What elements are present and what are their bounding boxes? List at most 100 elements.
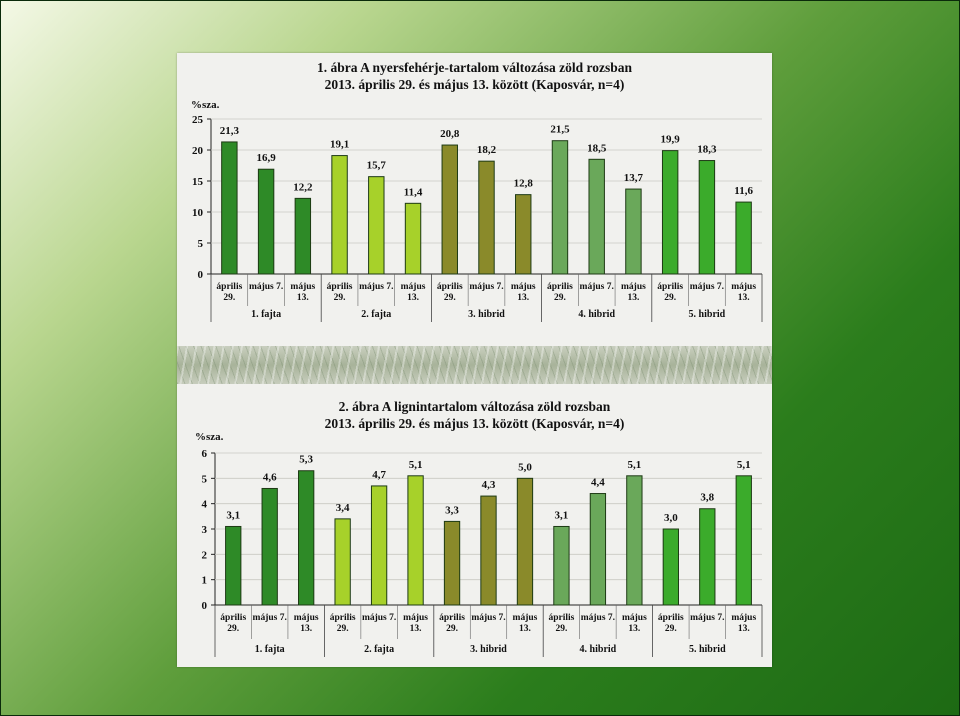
group-label: 1. fajta bbox=[251, 309, 281, 320]
x-tick-label: április bbox=[657, 282, 683, 292]
data-label: 4,4 bbox=[591, 477, 605, 489]
data-label: 15,7 bbox=[367, 160, 387, 172]
x-tick-label: 29. bbox=[664, 293, 676, 303]
data-label: 5,3 bbox=[299, 454, 313, 466]
bar bbox=[404, 202, 422, 275]
bar bbox=[221, 141, 238, 275]
x-tick-label: május 7. bbox=[249, 282, 283, 292]
x-tick-label: 29. bbox=[554, 293, 566, 303]
x-tick-label: május 7. bbox=[690, 613, 724, 623]
x-tick-label: május bbox=[290, 282, 315, 292]
data-label: 21,3 bbox=[220, 125, 240, 137]
x-tick-label: 13. bbox=[407, 293, 419, 303]
data-label: 12,8 bbox=[514, 178, 534, 190]
data-label: 5,1 bbox=[409, 459, 423, 471]
group-label: 2. fajta bbox=[361, 309, 391, 320]
data-label: 18,5 bbox=[587, 142, 607, 154]
x-tick-label: május 7. bbox=[362, 613, 396, 623]
group-label: 4. hibrid bbox=[580, 644, 617, 655]
x-tick-label: május 7. bbox=[580, 282, 614, 292]
group-label: 5. hibrid bbox=[689, 644, 726, 655]
x-tick-label: május 7. bbox=[469, 282, 503, 292]
data-label: 3,4 bbox=[336, 502, 350, 514]
y-tick-label: 6 bbox=[202, 448, 208, 460]
x-tick-label: 29. bbox=[444, 293, 456, 303]
chart2-title: 2. ábra A lignintartalom változása zöld … bbox=[177, 398, 772, 432]
bar bbox=[589, 493, 607, 606]
x-tick-label: 13. bbox=[300, 624, 312, 634]
x-tick-label: május bbox=[294, 613, 319, 623]
x-tick-label: 13. bbox=[738, 293, 750, 303]
bar bbox=[478, 160, 495, 275]
bar bbox=[626, 475, 643, 606]
x-tick-label: április bbox=[327, 282, 353, 292]
data-label: 18,3 bbox=[697, 144, 717, 156]
x-tick-label: május bbox=[621, 282, 646, 292]
x-tick-label: május bbox=[401, 282, 426, 292]
x-tick-label: 13. bbox=[627, 293, 639, 303]
bar bbox=[441, 144, 458, 275]
x-tick-label: május bbox=[731, 282, 756, 292]
x-tick-label: április bbox=[439, 613, 465, 623]
bar bbox=[225, 525, 242, 606]
x-tick-label: május 7. bbox=[471, 613, 505, 623]
bar bbox=[661, 150, 679, 275]
data-label: 3,1 bbox=[555, 509, 569, 521]
rye-photo-strip bbox=[177, 346, 772, 384]
bar bbox=[551, 140, 569, 275]
bar bbox=[480, 495, 497, 606]
x-tick-label: április bbox=[216, 282, 242, 292]
bar bbox=[698, 160, 716, 275]
x-tick-label: április bbox=[220, 613, 246, 623]
x-tick-label: május bbox=[622, 613, 647, 623]
bar bbox=[368, 176, 385, 275]
bar bbox=[735, 201, 752, 275]
y-tick-label: 1 bbox=[202, 575, 208, 587]
x-tick-label: május bbox=[513, 613, 538, 623]
data-label: 13,7 bbox=[624, 172, 644, 184]
bar bbox=[516, 477, 534, 606]
x-tick-label: 29. bbox=[337, 624, 349, 634]
data-label: 3,3 bbox=[445, 504, 459, 516]
data-label: 16,9 bbox=[256, 152, 276, 164]
y-tick-label: 15 bbox=[192, 176, 204, 188]
bar bbox=[294, 197, 312, 275]
y-tick-label: 5 bbox=[202, 473, 208, 485]
x-tick-label: 29. bbox=[665, 624, 677, 634]
bar bbox=[331, 155, 348, 275]
chart1-ylabel: %sza. bbox=[191, 99, 220, 111]
data-label: 19,1 bbox=[330, 139, 349, 151]
group-label: 3. hibrid bbox=[470, 644, 507, 655]
data-label: 21,5 bbox=[550, 124, 570, 136]
x-tick-label: április bbox=[547, 282, 573, 292]
chart2-title-line2: 2013. április 29. és május 13. között (K… bbox=[324, 416, 625, 431]
bar bbox=[588, 158, 605, 275]
y-tick-label: 10 bbox=[192, 207, 204, 219]
bar bbox=[699, 508, 716, 606]
x-tick-label: május 7. bbox=[690, 282, 724, 292]
bar bbox=[443, 520, 461, 606]
bar bbox=[334, 518, 351, 606]
bar bbox=[553, 525, 570, 606]
x-tick-label: 29. bbox=[334, 293, 346, 303]
bar bbox=[257, 168, 275, 275]
x-tick-label: május bbox=[731, 613, 756, 623]
data-label: 5,1 bbox=[737, 459, 751, 471]
chart1-title: 1. ábra A nyersfehérje-tartalom változás… bbox=[177, 59, 772, 93]
data-label: 3,0 bbox=[664, 512, 678, 524]
y-tick-label: 3 bbox=[202, 524, 208, 536]
bar bbox=[407, 475, 424, 606]
x-tick-label: április bbox=[658, 613, 684, 623]
bar bbox=[370, 485, 388, 606]
bar bbox=[662, 528, 679, 606]
x-tick-label: 13. bbox=[519, 624, 531, 634]
x-tick-label: május 7. bbox=[253, 613, 287, 623]
x-tick-label: 29. bbox=[446, 624, 458, 634]
group-label: 3. hibrid bbox=[468, 309, 505, 320]
data-label: 3,8 bbox=[700, 492, 714, 504]
chart2-title-line1: 2. ábra A lignintartalom változása zöld … bbox=[338, 399, 611, 414]
scanned-figure: 1. ábra A nyersfehérje-tartalom változás… bbox=[177, 53, 772, 667]
group-label: 1. fajta bbox=[255, 644, 285, 655]
